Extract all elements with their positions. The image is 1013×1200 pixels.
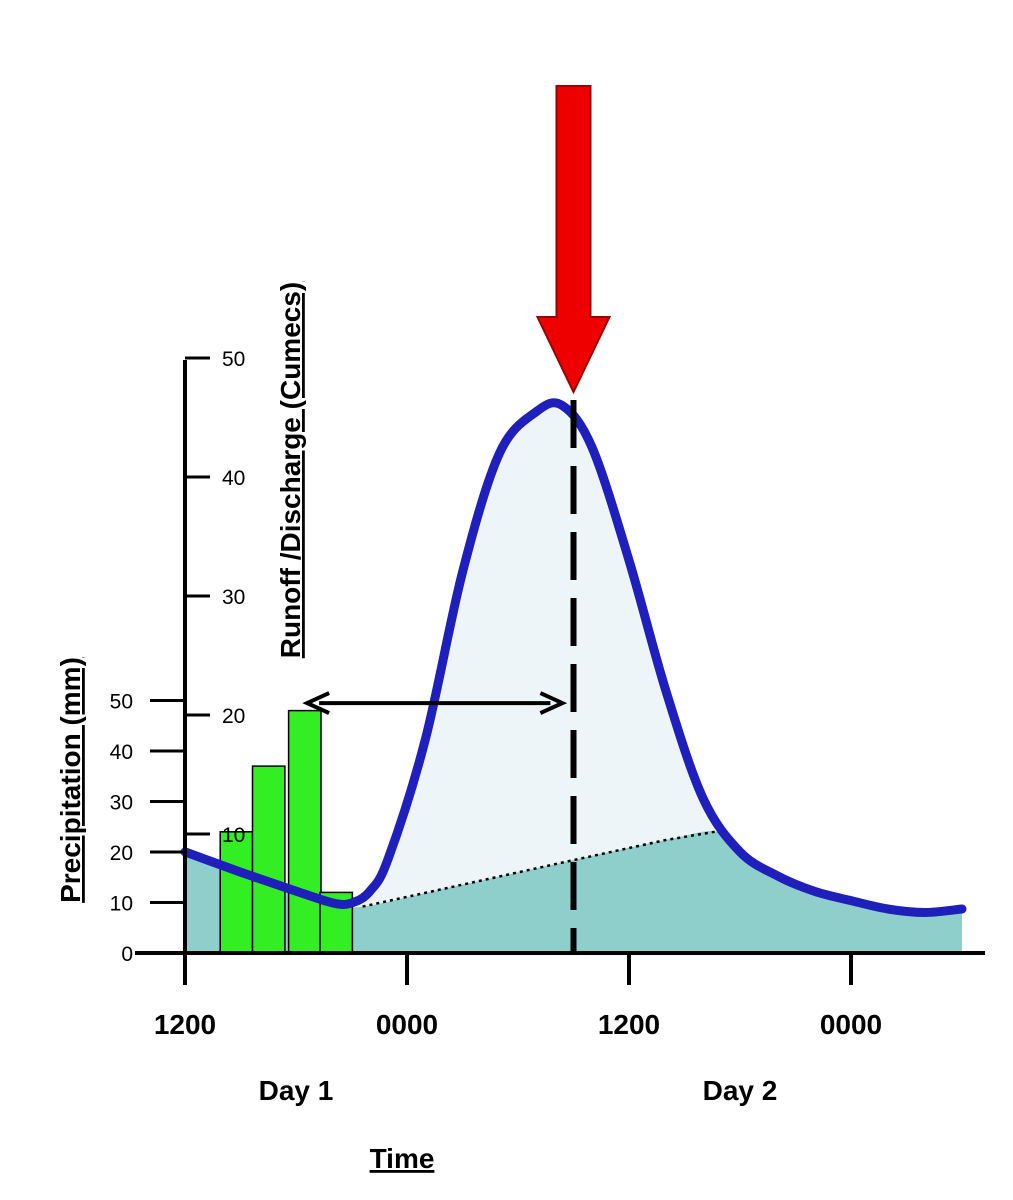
precipitation-axis-title: Precipitation (mm) xyxy=(55,657,86,903)
precipitation-tick-label: 40 xyxy=(110,741,133,764)
x-axis-title: Time xyxy=(370,1143,435,1174)
discharge-line xyxy=(180,398,967,917)
precipitation-tick-label: 10 xyxy=(110,893,133,916)
precipitation-tick-label: 50 xyxy=(110,691,133,714)
text-layer: 10 20 30 40 50 0 10 20 30 40 50 1200 0000 1200 0000 Day… xyxy=(55,282,882,1174)
lag-time-arrowhead-left xyxy=(302,691,330,715)
precipitation-bar xyxy=(251,765,286,954)
annotations-layer xyxy=(302,85,612,953)
day-label: Day 1 xyxy=(259,1075,334,1106)
axes-layer xyxy=(135,356,985,985)
precipitation-tick-label: 0 xyxy=(121,943,133,966)
x-tick-label: 1200 xyxy=(598,1009,660,1040)
lines-layer xyxy=(180,398,967,917)
discharge-tick-label: 50 xyxy=(222,348,245,371)
x-tick-label: 1200 xyxy=(154,1009,216,1040)
precipitation-tick-label: 30 xyxy=(110,792,133,815)
discharge-tick-label: 20 xyxy=(222,705,245,728)
bars-layer xyxy=(219,709,354,954)
peak-arrow xyxy=(535,85,612,395)
discharge-axis-title: Runoff /Discharge (Cumecs) xyxy=(275,282,306,659)
lag-time-arrowhead-right xyxy=(539,691,568,715)
discharge-tick-label: 30 xyxy=(222,586,245,609)
baseflow-separation-line xyxy=(362,830,717,908)
x-tick-label: 0000 xyxy=(376,1009,438,1040)
precipitation-bar xyxy=(287,709,322,954)
precipitation-tick-label: 20 xyxy=(110,842,133,865)
precipitation-bar xyxy=(219,831,254,954)
discharge-tick-label: 40 xyxy=(222,467,245,490)
discharge-tick-label: 10 xyxy=(222,824,245,847)
day-label: Day 2 xyxy=(703,1075,778,1106)
x-tick-label: 0000 xyxy=(820,1009,882,1040)
